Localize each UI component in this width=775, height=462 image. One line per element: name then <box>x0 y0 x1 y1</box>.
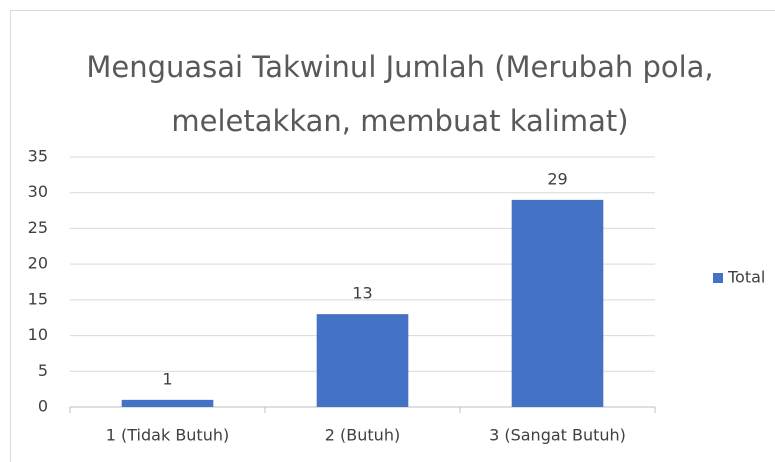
chart-title: Menguasai Takwinul Jumlah (Merubah pola,… <box>86 50 714 138</box>
bar <box>316 314 409 407</box>
bar <box>121 399 214 407</box>
legend-label: Total <box>727 268 765 287</box>
bar <box>511 199 604 407</box>
y-tick-label: 25 <box>28 218 48 237</box>
y-tick-label: 10 <box>28 325 48 344</box>
y-tick-label: 35 <box>28 147 48 166</box>
data-label: 13 <box>352 284 372 303</box>
y-tick-label: 5 <box>38 361 48 380</box>
x-tick-label: 1 (Tidak Butuh) <box>106 426 229 445</box>
data-label: 1 <box>162 369 172 388</box>
legend-swatch <box>713 273 723 283</box>
y-tick-label: 20 <box>28 254 48 273</box>
x-tick-label: 3 (Sangat Butuh) <box>489 426 626 445</box>
y-tick-label: 0 <box>38 397 48 416</box>
x-tick-label: 2 (Butuh) <box>325 426 400 445</box>
y-tick-label: 30 <box>28 182 48 201</box>
chart-border <box>10 10 775 462</box>
data-label: 29 <box>547 169 567 188</box>
y-tick-label: 15 <box>28 289 48 308</box>
